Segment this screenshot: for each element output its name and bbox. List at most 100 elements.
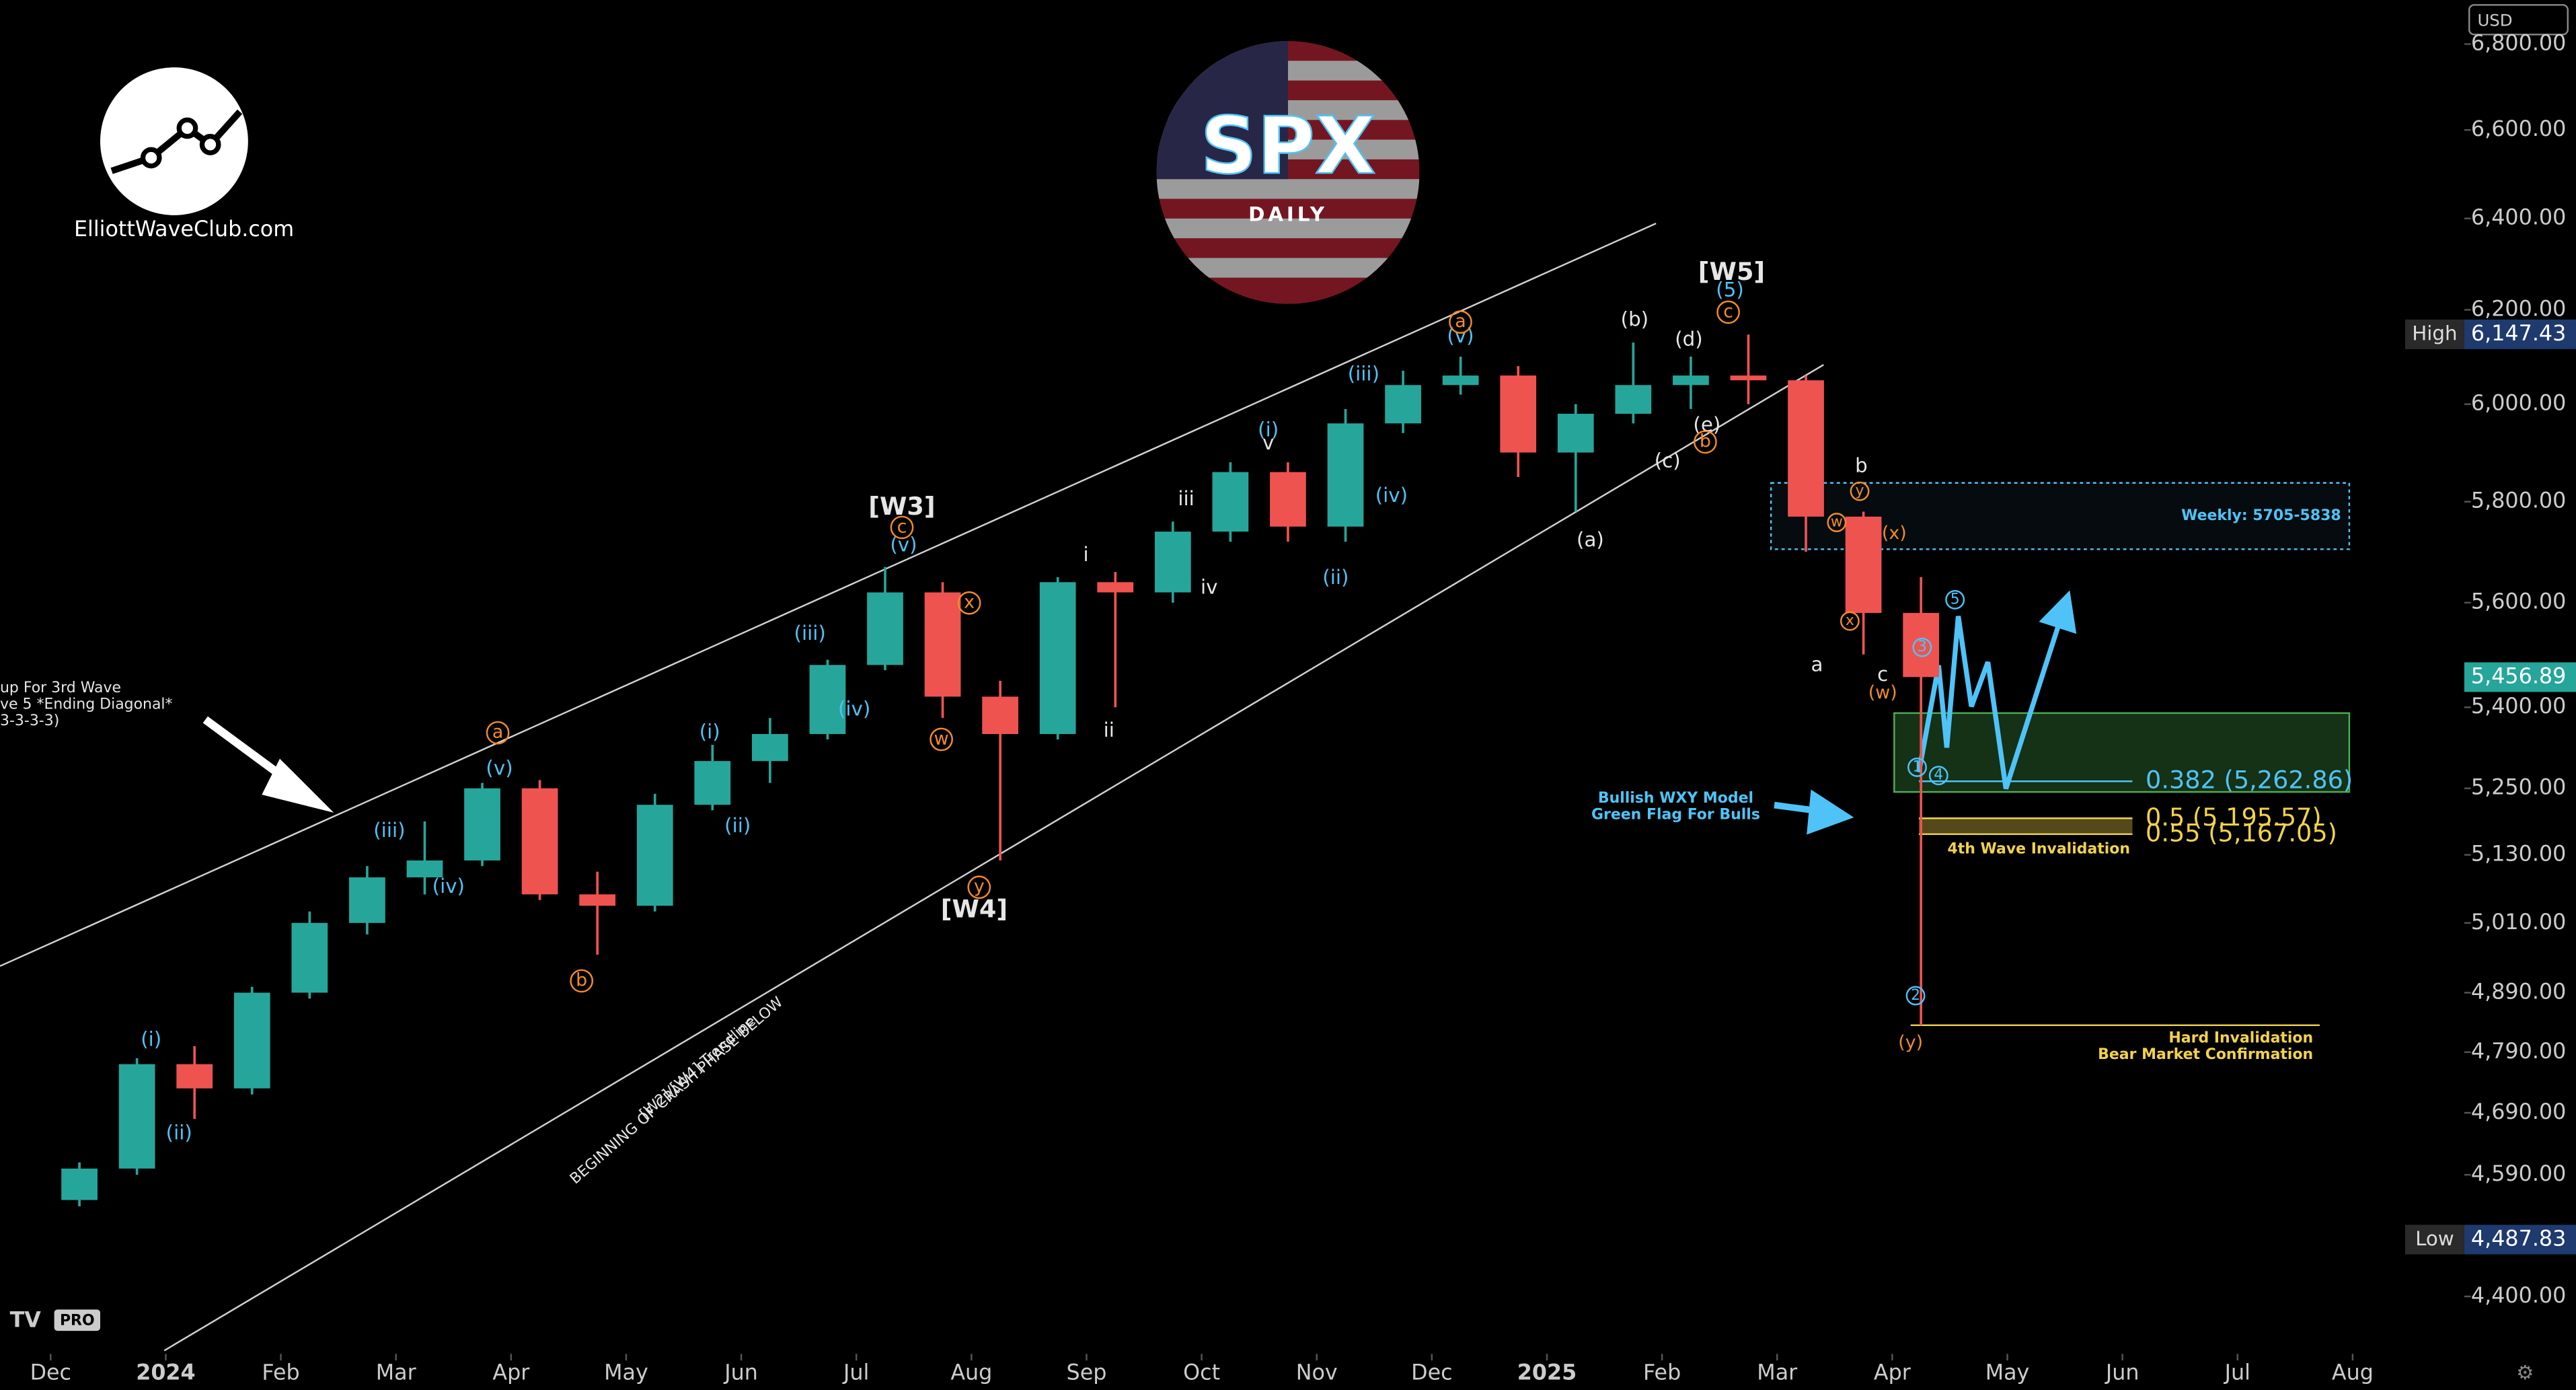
wave-circle: [1850, 481, 1870, 501]
annotation: (c): [1655, 449, 1681, 472]
annotation: Bullish WXY Model: [1598, 790, 1753, 807]
annotation: 5: [1950, 591, 1960, 608]
annotation: (5): [1716, 279, 1744, 301]
x-tick-label: Dec: [30, 1361, 71, 1385]
y-tick-label: 6,600.00: [2471, 117, 2566, 141]
candle-body: [1442, 375, 1479, 386]
annotation: (v): [890, 533, 917, 556]
y-tick-label: 4,690.00: [2471, 1100, 2566, 1124]
candle-body: [233, 992, 270, 1089]
wave-circle: [1827, 513, 1847, 532]
annotation: (ii): [724, 814, 751, 837]
candle-body: [349, 877, 385, 923]
x-tick-label: May: [604, 1361, 648, 1385]
annotation: w: [934, 728, 949, 749]
annotation: (b): [1621, 308, 1649, 331]
price-marker-label: 6,147.43: [2471, 322, 2566, 346]
x-tick-label: Jul: [842, 1361, 869, 1385]
candle-body: [1673, 375, 1709, 386]
x-tick-label: Jun: [723, 1361, 758, 1385]
tv-badge: TV PRO: [10, 1308, 100, 1332]
annotation: 3-3-3-3): [0, 712, 59, 729]
y-tick-label: 5,800.00: [2471, 489, 2566, 513]
annotation: (v): [486, 756, 513, 779]
fib-label: 0.382 (5,262.86): [2146, 766, 2353, 795]
x-tick-label: 2024: [136, 1361, 195, 1385]
y-tick-label: 5,010.00: [2471, 910, 2566, 935]
wave-circle: [930, 727, 953, 752]
candle-body: [867, 592, 903, 665]
projection-path: [1916, 590, 2077, 790]
x-tick-label: Sep: [1067, 1361, 1107, 1385]
price-marker-name-box: [2404, 1224, 2464, 1255]
annotation: (i): [141, 1027, 161, 1050]
annotation: x: [1846, 612, 1854, 629]
pointer-arrow: [202, 716, 334, 813]
candle-body: [406, 860, 443, 878]
candle-body: [1730, 375, 1767, 381]
x-tick-label: Oct: [1183, 1361, 1220, 1385]
brand-logo: ElliottWaveClub.com: [74, 67, 294, 242]
fib-label: 0.5 (5,195.57): [2146, 803, 2322, 832]
annotation: (i): [1258, 418, 1279, 441]
candle-body: [176, 1064, 213, 1089]
lower-channel: [163, 364, 1824, 1352]
candle-body: [1615, 385, 1652, 414]
candle-body: [1385, 385, 1421, 424]
annotation: Green Flag For Bulls: [1591, 806, 1760, 823]
annotation: (iii): [794, 622, 826, 645]
x-tick-label: Nov: [1296, 1361, 1338, 1385]
annotation: 1: [1913, 758, 1922, 775]
candle-body: [924, 592, 961, 697]
annotation: iii: [1178, 487, 1194, 510]
annotation: (e): [1693, 413, 1720, 436]
zone-label: Weekly: 5705-5838: [2181, 507, 2341, 524]
pointer-arrow-blue: [1774, 789, 1854, 835]
x-tick-label: Dec: [1411, 1361, 1452, 1385]
annotation: (iv): [432, 875, 465, 898]
candle-body: [579, 894, 616, 906]
candle-body: [291, 922, 328, 993]
annotation: x: [964, 592, 975, 613]
x-tick-label: Apr: [1874, 1361, 1911, 1385]
wave-circle: [890, 515, 914, 540]
price-marker: [2464, 1224, 2576, 1255]
wave-circle: [1907, 758, 1927, 777]
candle-body: [1500, 375, 1537, 453]
wave-circle: [967, 875, 991, 900]
price-marker: [2464, 319, 2576, 349]
annotation: (iv): [1375, 484, 1408, 507]
annotation: 4th Wave Invalidation: [1947, 841, 2130, 858]
annotation: (w): [1868, 682, 1897, 703]
x-tick-label: Jun: [2105, 1361, 2139, 1385]
candle-body: [1903, 613, 1940, 678]
wave-circle: [1449, 310, 1472, 334]
annotation: 2: [1911, 987, 1920, 1004]
price-marker-name-box: [2404, 319, 2464, 349]
annotation: ve 5 *Ending Diagonal*: [0, 696, 173, 713]
x-tick-label: Aug: [950, 1361, 992, 1385]
annotation: a: [1455, 311, 1466, 332]
y-tick-label: 5,400.00: [2471, 694, 2566, 719]
candle-body: [1154, 532, 1191, 593]
annotation: (i): [699, 721, 720, 743]
annotation: b: [1855, 454, 1868, 477]
candle-body: [118, 1064, 155, 1169]
x-tick-label: Feb: [262, 1361, 299, 1385]
y-tick-label: 6,400.00: [2471, 206, 2566, 230]
annotation: (ii): [1322, 566, 1349, 589]
candle-body: [1845, 516, 1882, 614]
fib-label: 0.55 (5,167.05): [2146, 818, 2337, 847]
candle-body: [982, 696, 1018, 735]
annotation: c: [897, 516, 907, 537]
annotation: c: [1877, 663, 1888, 686]
settings-icon[interactable]: ⚙: [2516, 1361, 2534, 1384]
hard-invalidation-label: Hard Invalidation: [2168, 1029, 2313, 1046]
candle-body: [521, 788, 558, 895]
annotation: (ii): [166, 1122, 192, 1144]
annotation: (iii): [373, 819, 405, 842]
logo-subtitle: DAILY: [1248, 203, 1328, 225]
annotation: (iv): [838, 697, 870, 720]
wave-circle: [1912, 637, 1932, 657]
